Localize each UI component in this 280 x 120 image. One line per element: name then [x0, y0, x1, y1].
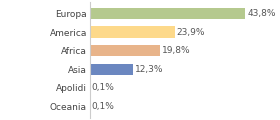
Bar [90, 64, 133, 75]
Text: 23,9%: 23,9% [177, 28, 205, 37]
Bar [90, 8, 245, 19]
Text: 0,1%: 0,1% [91, 102, 114, 111]
Text: 19,8%: 19,8% [162, 46, 191, 55]
Text: 12,3%: 12,3% [136, 65, 164, 74]
Text: 0,1%: 0,1% [91, 83, 114, 92]
Bar [90, 26, 174, 38]
Bar [90, 45, 160, 56]
Text: 43,8%: 43,8% [248, 9, 276, 18]
